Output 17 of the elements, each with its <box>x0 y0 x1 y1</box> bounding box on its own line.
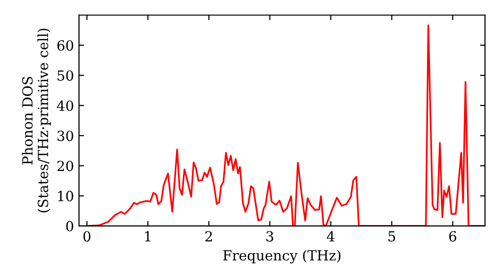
x-tick-label: 3 <box>266 231 274 242</box>
y-tick-label: 0 <box>66 220 74 232</box>
y-tick-label: 30 <box>58 130 74 142</box>
y-tick-label: 20 <box>57 160 74 172</box>
x-tick-label: 5 <box>388 231 396 242</box>
y-tick-label: 60 <box>57 40 74 51</box>
x-tick-label: 2 <box>205 231 212 242</box>
y-axis-title: Phonon DOS (States/THz·primitive cell) <box>22 28 51 212</box>
x-axis-title: Frequency (THz) <box>223 250 340 264</box>
line-series <box>86 24 485 226</box>
x-tick-label: 4 <box>326 231 334 242</box>
y-tick-label: 50 <box>58 70 74 81</box>
y-tick-label: 10 <box>58 190 74 202</box>
y-tick-label: 40 <box>56 100 74 111</box>
x-tick-label: 1 <box>145 231 150 242</box>
x-tick-label: 0 <box>83 231 90 242</box>
x-tick-label: 6 <box>449 231 456 242</box>
